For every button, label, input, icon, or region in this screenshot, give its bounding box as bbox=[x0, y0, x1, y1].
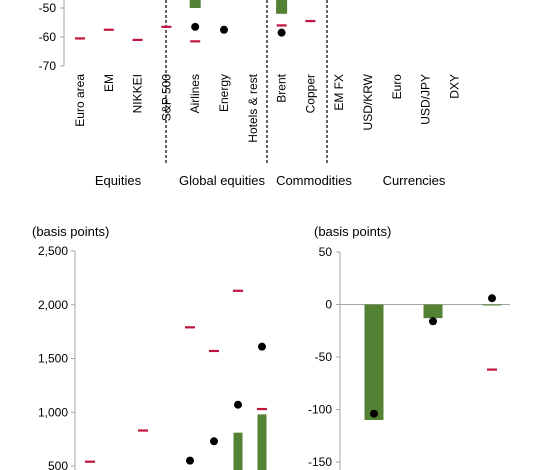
bottom-right-y-tick-label: 50 bbox=[319, 245, 333, 259]
top-dot-marker bbox=[277, 28, 286, 37]
top-category-label: Energy bbox=[217, 74, 231, 112]
top-category-label: USD/KRW bbox=[361, 73, 375, 130]
top-category-label: S&P 500 bbox=[159, 74, 173, 121]
top-dot-marker bbox=[220, 25, 228, 34]
top-category-label: Brent bbox=[275, 73, 289, 102]
top-category-label: DXY bbox=[447, 74, 461, 99]
bottom-right-y-tick-label: 0 bbox=[325, 298, 332, 312]
top-dot-marker bbox=[191, 22, 200, 31]
bottom-left-dot-marker bbox=[210, 437, 218, 446]
bottom-right-bar bbox=[423, 304, 443, 319]
bottom-right-bar bbox=[482, 304, 502, 306]
top-group-label: Commodities bbox=[276, 173, 352, 188]
top-y-tick-label: -70 bbox=[39, 59, 57, 73]
top-category-label: EM bbox=[102, 74, 116, 92]
bottom-left-dot-marker bbox=[186, 456, 194, 465]
bottom-left-y-tick-label: 1,500 bbox=[38, 352, 68, 366]
bottom-right-dot-marker bbox=[429, 317, 437, 326]
top-y-tick-label: -60 bbox=[39, 30, 57, 44]
bottom-right-dot-marker bbox=[488, 294, 496, 303]
top-bar bbox=[276, 0, 288, 14]
top-group-label: Global equities bbox=[179, 173, 265, 188]
bottom-right-y-tick-label: -150 bbox=[308, 455, 332, 469]
bottom-right-y-tick-label: -100 bbox=[308, 403, 332, 417]
top-category-label: EM FX bbox=[332, 74, 346, 111]
top-category-label: Euro bbox=[390, 74, 404, 100]
bottom-left-dot-marker bbox=[258, 342, 266, 351]
bottom-right-y-tick-label: -50 bbox=[315, 350, 333, 364]
bottom-left-bar bbox=[233, 432, 243, 470]
top-y-tick-label: -50 bbox=[39, 1, 57, 15]
top-category-label: Copper bbox=[303, 74, 317, 113]
bottom-left-bar bbox=[257, 414, 267, 470]
bottom-right-bar bbox=[364, 304, 384, 420]
top-group-label: Currencies bbox=[383, 173, 446, 188]
bottom-right-y-axis-title: (basis points) bbox=[314, 224, 391, 239]
top-category-label: USD/JPY bbox=[419, 74, 433, 125]
top-category-label: Euro area bbox=[73, 74, 87, 127]
top-category-label: Hotels & rest bbox=[246, 73, 260, 142]
bottom-left-y-axis-title: (basis points) bbox=[32, 224, 109, 239]
top-bar bbox=[189, 0, 201, 8]
bottom-left-y-tick-label: 500 bbox=[48, 459, 68, 470]
top-group-label: Equities bbox=[95, 173, 142, 188]
bottom-left-y-tick-label: 2,500 bbox=[38, 244, 68, 258]
bottom-right-dot-marker bbox=[370, 409, 378, 418]
bottom-left-dot-marker bbox=[234, 400, 242, 409]
top-category-label: Airlines bbox=[188, 74, 202, 113]
top-category-label: NIKKEI bbox=[131, 74, 145, 113]
bottom-left-y-tick-label: 1,000 bbox=[38, 405, 68, 419]
bottom-left-y-tick-label: 2,000 bbox=[38, 298, 68, 312]
